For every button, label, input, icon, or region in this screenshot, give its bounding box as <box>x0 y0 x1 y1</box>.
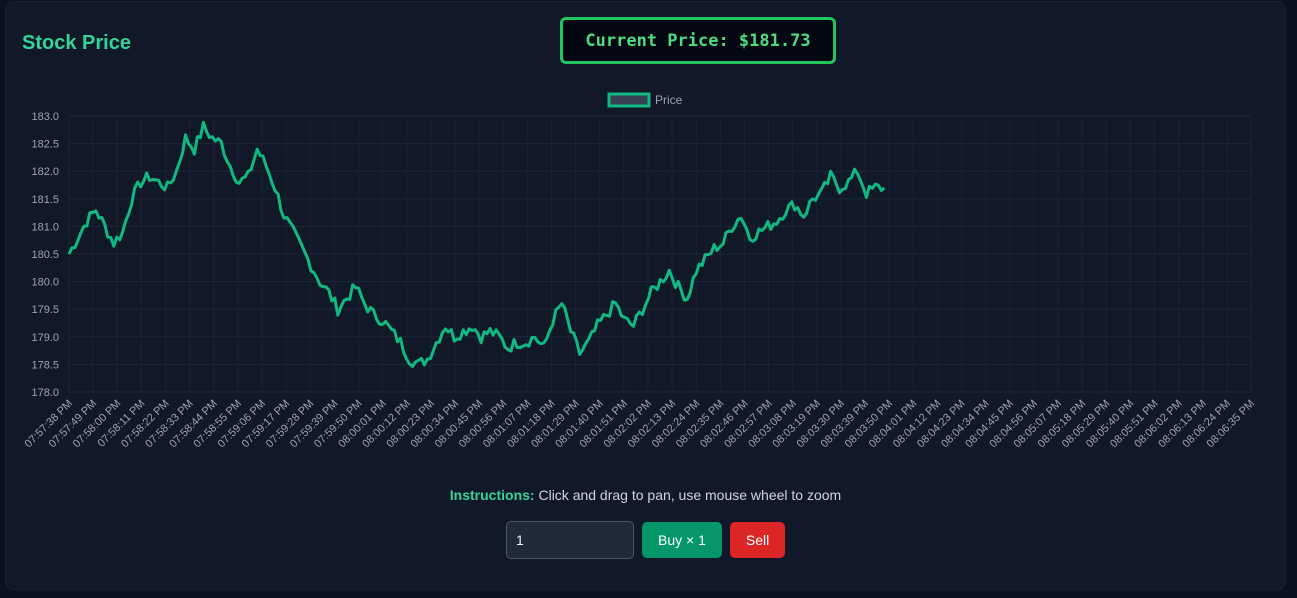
page-title: Stock Price <box>22 32 131 54</box>
y-tick-label: 181.0 <box>31 221 59 233</box>
trade-controls: Buy × 1 Sell <box>506 521 786 559</box>
buy-button[interactable]: Buy × 1 <box>642 522 722 558</box>
y-tick-label: 178.5 <box>31 359 59 371</box>
y-tick-label: 178.0 <box>31 387 59 399</box>
legend-swatch <box>607 92 651 108</box>
instructions-label: Instructions: <box>449 487 535 503</box>
y-axis: 183.0 182.5 182.0 181.5 181.0 180.5 180.0 179.5… <box>31 111 59 399</box>
chart-card: Stock Price Current Price: $181.73 183.0… <box>6 2 1285 589</box>
sell-button[interactable]: Sell <box>729 522 786 558</box>
legend-label: Price <box>655 93 683 107</box>
price-series-line <box>67 120 886 368</box>
quantity-input[interactable] <box>506 521 634 559</box>
y-tick-label: 183.0 <box>31 111 59 123</box>
y-tick-label: 179.5 <box>31 304 59 316</box>
y-tick-label: 181.5 <box>31 194 59 206</box>
price-chart[interactable]: 183.0 182.5 182.0 181.5 181.0 180.5 180.0 179.5… <box>6 2 1285 482</box>
instructions-body: Click and drag to pan, use mouse wheel t… <box>534 487 842 503</box>
y-tick-label: 180.5 <box>31 249 59 261</box>
instructions-text: Instructions: Click and drag to pan, use… <box>6 487 1285 503</box>
y-tick-label: 179.0 <box>31 332 59 344</box>
chart-legend: Price <box>607 92 683 108</box>
current-price-display: Current Price: $181.73 <box>560 17 836 64</box>
y-tick-label: 180.0 <box>31 277 59 289</box>
chart-grid <box>68 115 1252 393</box>
y-tick-label: 182.0 <box>31 166 59 178</box>
y-tick-label: 182.5 <box>31 139 59 151</box>
